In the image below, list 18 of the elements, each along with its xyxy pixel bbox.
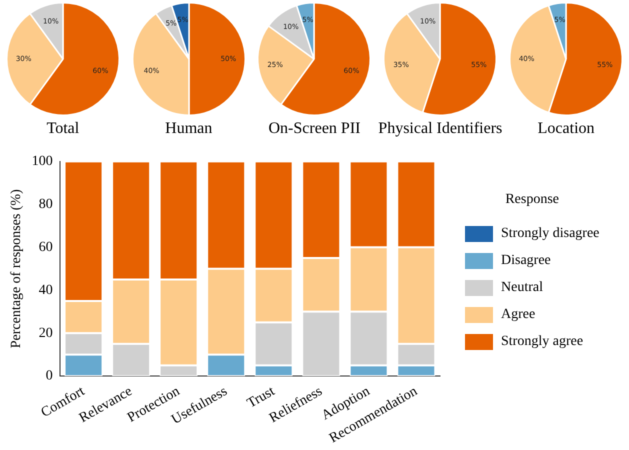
- text: Physical Identifiers: [377, 120, 504, 138]
- y-tick-label: 80: [38, 197, 53, 212]
- y-tick-label: 20: [38, 326, 53, 341]
- legend-title: Response: [504, 192, 560, 208]
- text: On-Screen PII: [268, 120, 362, 138]
- legend-label: Neutral: [501, 280, 543, 296]
- legend-label: Disagree: [501, 252, 551, 268]
- legend-label: Strongly agree: [501, 334, 584, 350]
- y-axis-title: Percentage of responses (%): [9, 188, 24, 348]
- y-tick-label: 60: [38, 240, 53, 255]
- legend-label: Strongly disagree: [501, 226, 600, 242]
- text: Location: [536, 120, 596, 138]
- text: Human: [164, 120, 214, 138]
- y-tick-label: 0: [46, 368, 53, 384]
- y-tick-label: 100: [32, 154, 53, 170]
- y-tick-label: 40: [38, 282, 53, 298]
- text: Total: [46, 120, 80, 138]
- legend-label: Agree: [501, 306, 536, 322]
